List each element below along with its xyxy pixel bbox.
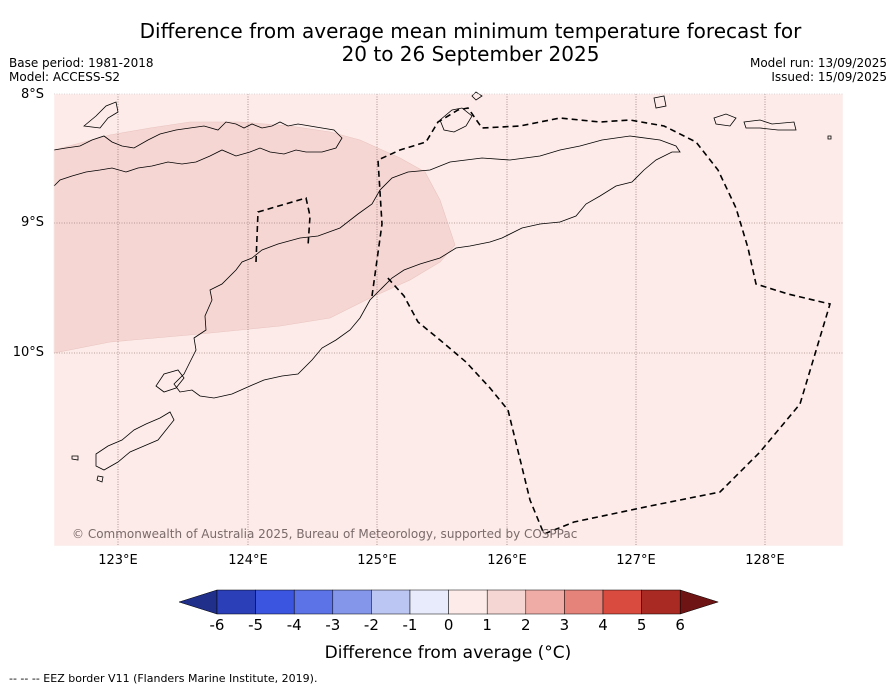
warm-anomaly-region (53, 121, 456, 354)
meta-right: Model run: 13/09/2025 Issued: 15/09/2025 (750, 56, 887, 84)
copyright-text: © Commonwealth of Australia 2025, Bureau… (72, 527, 577, 541)
colorbar-cell (371, 589, 411, 615)
lon-label-125e: 125°E (357, 553, 397, 568)
colorbar-cell (448, 589, 488, 615)
coastline-ndao (71, 455, 79, 461)
colorbar-tick-label: 3 (559, 616, 570, 634)
colorbar-cell (564, 589, 604, 615)
colorbar-tick-label: 2 (521, 616, 531, 634)
colorbar-tick-label: -3 (325, 616, 341, 634)
meta-left: Base period: 1981-2018 Model: ACCESS-S2 (9, 56, 154, 84)
colorbar-cell (641, 589, 681, 615)
colorbar-cell (216, 589, 256, 615)
coastline-alor (439, 107, 473, 133)
colorbar-tick-label: 4 (598, 616, 608, 634)
colorbar-cell (255, 589, 295, 615)
colorbar-tick-label: -1 (402, 616, 418, 634)
title-line-2: 20 to 26 September 2025 (341, 42, 600, 66)
lat-label-8s: 8°S (20, 87, 44, 102)
chart-title: Difference from average mean minimum tem… (0, 20, 896, 66)
title-line-1: Difference from average mean minimum tem… (139, 19, 802, 43)
colorbar-tick-label: 6 (675, 616, 685, 634)
colorbar-tick-label: 5 (636, 616, 647, 634)
model-name: Model: ACCESS-S2 (9, 70, 121, 84)
colorbar-extend-high (679, 589, 720, 615)
colorbar-cell (409, 589, 449, 615)
coastline-flores (53, 121, 343, 187)
colorbar-tick-label: -5 (248, 616, 264, 634)
colorbar-tick-label: 1 (482, 616, 492, 634)
coastline-wetar (471, 91, 483, 101)
eez-border (255, 107, 832, 536)
coastline-leti (713, 113, 737, 127)
model-run: Model run: 13/09/2025 (749, 56, 887, 70)
eez-footnote: -- -- -- EEZ border V11 (Flanders Marine… (9, 672, 318, 685)
colorbar-tick-label: -4 (286, 616, 302, 634)
coastlines (53, 91, 832, 483)
issued-date: Issued: 15/09/2025 (771, 70, 887, 84)
lon-label-126e: 126°E (487, 553, 527, 568)
coastline-adonara (83, 101, 119, 129)
coastline-rote (95, 411, 175, 471)
coastline-timor (173, 135, 681, 399)
colorbar-cell (602, 589, 642, 615)
lon-label-123e: 123°E (98, 553, 138, 568)
coastline-moa (743, 119, 797, 131)
lon-label-124e: 124°E (228, 553, 268, 568)
lon-label-127e: 127°E (616, 553, 656, 568)
colorbar-tick-label: -2 (363, 616, 379, 634)
colorbar-cell (525, 589, 565, 615)
colorbar-cell (486, 589, 527, 615)
colorbar-cell (293, 589, 334, 615)
lat-label-9s: 9°S (20, 215, 44, 230)
colorbar-tick-label: 0 (443, 616, 454, 634)
coastline-kisar (653, 95, 667, 109)
lon-label-128e: 128°E (745, 553, 785, 568)
colorbar-extend-low (178, 589, 218, 615)
colorbar-cell (332, 589, 372, 615)
colorbar-label: Difference from average (°C) (324, 643, 572, 663)
coastline-semau (155, 369, 185, 393)
lat-label-10s: 10°S (12, 345, 44, 360)
colorbar-tick-label: -6 (209, 616, 225, 634)
coastline-dana (96, 475, 104, 483)
map-frame (53, 93, 844, 547)
base-period: Base period: 1981-2018 (9, 56, 154, 70)
coastline-small (827, 135, 832, 140)
